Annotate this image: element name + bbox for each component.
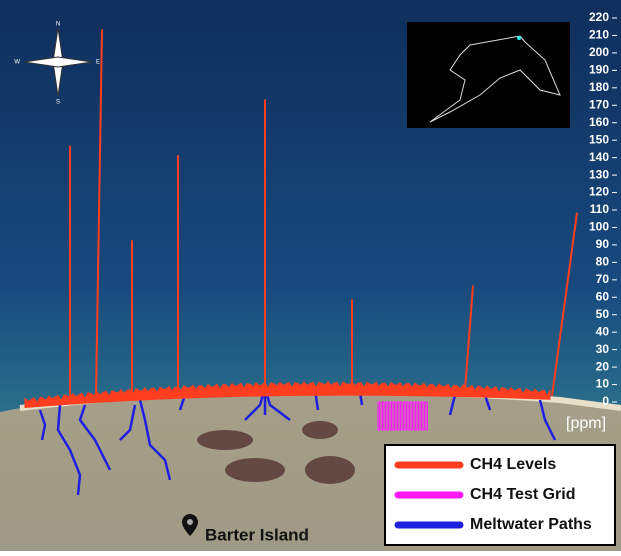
scale-label: 100 xyxy=(589,220,609,234)
inset-map xyxy=(407,22,570,128)
scale-label: 130 xyxy=(589,167,609,181)
scale-label: 220 xyxy=(589,10,609,24)
scale-label: 210 xyxy=(589,28,609,42)
legend-label: CH4 Levels xyxy=(470,456,556,473)
compass-w: W xyxy=(14,60,20,66)
scale-label: 160 xyxy=(589,115,609,129)
scale-label: 80 xyxy=(596,255,610,269)
scale-label: 170 xyxy=(589,97,609,111)
scale-label: 140 xyxy=(589,150,609,164)
scale-label: 20 xyxy=(596,359,610,373)
scale-label: 40 xyxy=(596,324,610,338)
scale-label: 30 xyxy=(596,342,610,356)
compass-e: E xyxy=(96,60,100,66)
scale-label: 200 xyxy=(589,45,609,59)
site-marker xyxy=(517,36,521,40)
place-label: Barter Island xyxy=(205,525,309,544)
scale-label: 50 xyxy=(596,307,610,321)
scale-label: 0 xyxy=(602,394,609,408)
map: N E S W 0 10 20 30 40 50 60 70 80 90 100 110 120 130 1… xyxy=(0,0,621,551)
scale-label: 150 xyxy=(589,132,609,146)
legend-label: CH4 Test Grid xyxy=(470,486,576,503)
compass-s: S xyxy=(56,100,60,106)
scale-label: 110 xyxy=(590,202,610,216)
scale-label: 60 xyxy=(596,289,610,303)
scale-unit: [ppm] xyxy=(566,415,606,432)
legend-label: Meltwater Paths xyxy=(470,516,592,533)
scale-label: 10 xyxy=(596,377,610,391)
scale-label: 180 xyxy=(589,80,609,94)
scale-label: 90 xyxy=(596,237,610,251)
compass-n: N xyxy=(56,22,60,28)
scale-label: 70 xyxy=(596,272,610,286)
scale-label: 190 xyxy=(589,63,609,77)
scale-label: 120 xyxy=(589,185,609,199)
